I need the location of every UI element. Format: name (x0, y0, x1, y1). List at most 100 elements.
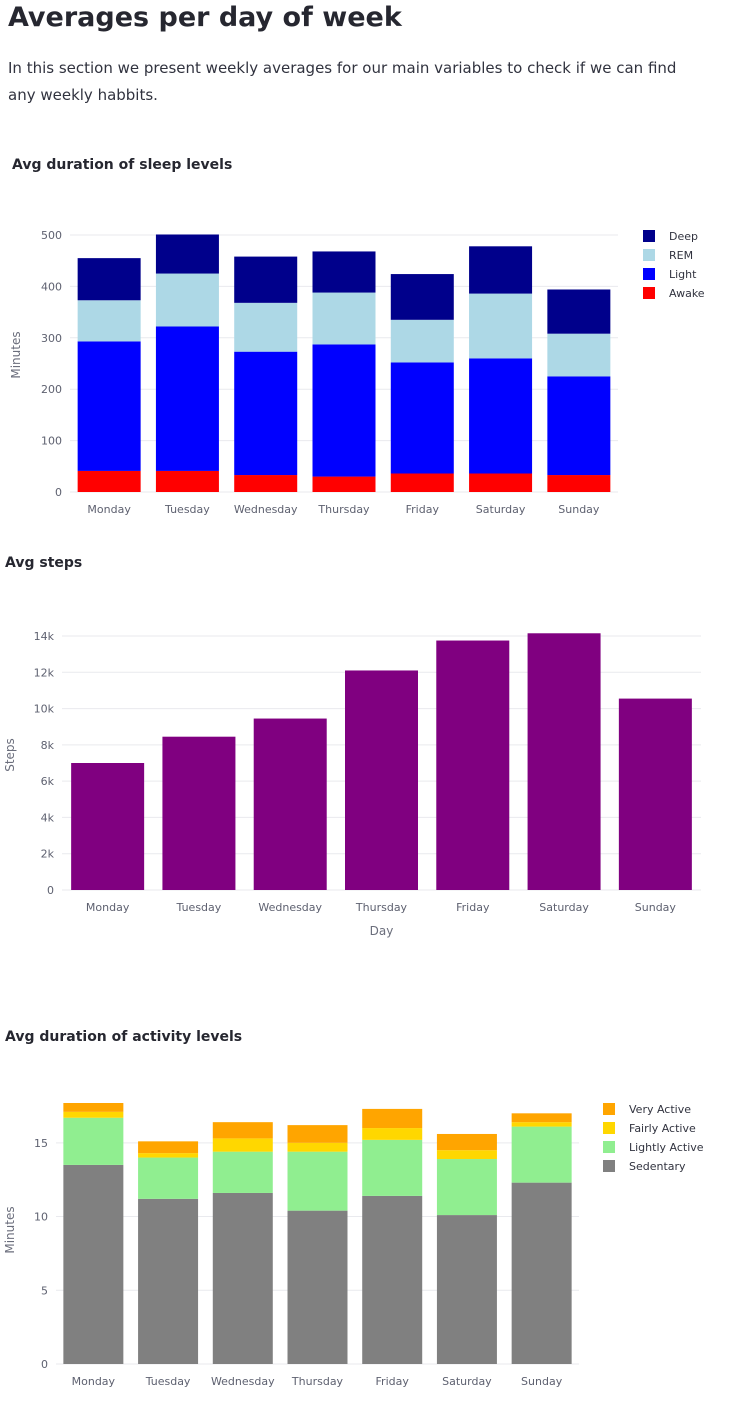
activity-bar-fairly-active-monday (63, 1111, 124, 1118)
activity-legend-label-fairly-active: Fairly Active (629, 1122, 696, 1135)
steps-y-tick-label: 10k (34, 703, 55, 716)
activity-x-tick-label: Thursday (291, 1375, 344, 1388)
activity-bar-very-active-sunday (511, 1113, 572, 1123)
steps-bar-saturday (527, 633, 601, 890)
activity-legend-swatch-fairly-active (603, 1122, 615, 1134)
steps-x-tick-label: Tuesday (176, 901, 222, 914)
sleep-bar-deep-monday (77, 258, 141, 301)
activity-bar-sedentary-monday (63, 1164, 124, 1364)
sleep-bar-deep-wednesday (234, 256, 298, 303)
sleep-legend-label-light: Light (669, 268, 697, 281)
sleep-chart-title: Avg duration of sleep levels (12, 157, 233, 173)
sleep-bar-rem-monday (77, 300, 141, 342)
activity-y-tick-label: 0 (41, 1358, 48, 1371)
sleep-bar-light-friday (390, 362, 454, 474)
sleep-bar-deep-thursday (312, 251, 376, 293)
sleep-x-tick-label: Sunday (558, 503, 600, 516)
sleep-bar-light-monday (77, 341, 141, 471)
sleep-bar-awake-sunday (547, 475, 611, 492)
sleep-bar-light-wednesday (234, 351, 298, 476)
steps-y-tick-label: 0 (47, 884, 54, 897)
activity-bar-sedentary-saturday (436, 1215, 497, 1364)
activity-y-tick-label: 5 (41, 1284, 48, 1297)
activity-bar-lightly-active-sunday (511, 1126, 572, 1183)
sleep-bar-rem-saturday (469, 293, 533, 359)
steps-y-tick-label: 4k (41, 811, 55, 824)
activity-bar-very-active-friday (362, 1108, 423, 1129)
steps-y-tick-label: 6k (41, 775, 55, 788)
steps-y-tick-label: 8k (41, 739, 55, 752)
steps-chart: 0 2k 4k 6k 8k 10k 12k 14k Monday Tuesday Wednesday… (3, 630, 701, 938)
sleep-y-tick-label: 400 (41, 280, 62, 293)
activity-bar-very-active-wednesday (212, 1122, 273, 1139)
activity-legend-swatch-very-active (603, 1103, 615, 1115)
steps-x-tick-label: Sunday (635, 901, 677, 914)
activity-legend-swatch-sedentary (603, 1160, 615, 1172)
page-title: Averages per day of week (8, 2, 402, 33)
sleep-bar-light-thursday (312, 344, 376, 477)
activity-y-axis-title: Minutes (3, 1206, 17, 1253)
activity-bar-lightly-active-saturday (436, 1159, 497, 1216)
sleep-bar-awake-tuesday (155, 470, 219, 492)
activity-y-tick-label: 10 (34, 1211, 48, 1224)
sleep-bar-light-tuesday (155, 326, 219, 471)
steps-x-tick-label: Saturday (539, 901, 589, 914)
steps-x-tick-label: Friday (456, 901, 490, 914)
activity-bar-lightly-active-friday (362, 1139, 423, 1196)
activity-bar-fairly-active-thursday (287, 1142, 348, 1152)
sleep-bar-rem-friday (390, 319, 454, 363)
activity-bar-sedentary-wednesday (212, 1192, 273, 1364)
sleep-x-tick-label: Saturday (476, 503, 526, 516)
steps-x-tick-label: Thursday (355, 901, 408, 914)
sleep-legend-label-rem: REM (669, 249, 693, 262)
steps-y-tick-label: 12k (34, 666, 55, 679)
sleep-y-tick-label: 500 (41, 229, 62, 242)
activity-bar-sedentary-thursday (287, 1210, 348, 1364)
sleep-bar-deep-saturday (469, 246, 533, 294)
steps-x-tick-label: Wednesday (258, 901, 322, 914)
activity-bar-very-active-tuesday (138, 1141, 199, 1154)
activity-y-tick-label: 15 (34, 1137, 48, 1150)
steps-y-axis-title: Steps (3, 738, 17, 772)
sleep-levels-chart: 0 100 200 300 400 500 Monday Tuesday Wednesday Th… (9, 229, 705, 516)
activity-x-tick-label: Wednesday (211, 1375, 275, 1388)
activity-legend-label-very-active: Very Active (629, 1103, 691, 1116)
sleep-y-tick-label: 300 (41, 332, 62, 345)
activity-legend-swatch-lightly-active (603, 1141, 615, 1153)
sleep-legend-swatch-rem (643, 249, 655, 261)
activity-bar-lightly-active-tuesday (138, 1157, 199, 1199)
sleep-x-tick-label: Tuesday (164, 503, 210, 516)
activity-bar-sedentary-sunday (511, 1182, 572, 1364)
steps-y-tick-label: 14k (34, 630, 55, 643)
activity-bar-lightly-active-wednesday (212, 1151, 273, 1193)
activity-bar-fairly-active-saturday (436, 1150, 497, 1160)
sleep-x-tick-label: Friday (406, 503, 440, 516)
steps-bar-wednesday (253, 718, 327, 890)
activity-x-tick-label: Saturday (442, 1375, 492, 1388)
sleep-bar-rem-wednesday (234, 302, 298, 352)
sleep-bar-light-sunday (547, 376, 611, 476)
intro-text: In this section we present weekly averag… (8, 59, 677, 104)
steps-bar-tuesday (162, 736, 236, 890)
sleep-legend-label-deep: Deep (669, 230, 698, 243)
sleep-bar-awake-monday (77, 470, 141, 492)
sleep-bar-rem-thursday (312, 292, 376, 345)
steps-x-tick-label: Monday (86, 901, 130, 914)
activity-x-tick-label: Monday (72, 1375, 116, 1388)
activity-bar-lightly-active-monday (63, 1117, 124, 1165)
activity-legend-label-lightly-active: Lightly Active (629, 1141, 704, 1154)
activity-bar-very-active-thursday (287, 1125, 348, 1143)
sleep-bar-deep-sunday (547, 289, 611, 334)
sleep-bar-rem-sunday (547, 333, 611, 377)
sleep-x-tick-label: Wednesday (234, 503, 298, 516)
sleep-legend-label-awake: Awake (669, 287, 705, 300)
sleep-y-axis-title: Minutes (9, 331, 23, 378)
sleep-bar-awake-friday (390, 473, 454, 492)
activity-chart-title: Avg duration of activity levels (5, 1029, 243, 1045)
activity-legend-label-sedentary: Sedentary (629, 1160, 686, 1173)
steps-y-tick-label: 2k (41, 848, 55, 861)
activity-bar-sedentary-tuesday (138, 1198, 199, 1364)
activity-levels-chart: 0 5 10 15 Monday Tuesday Wednesday Thursday Frid… (3, 1103, 704, 1388)
activity-bar-very-active-saturday (436, 1133, 497, 1151)
sleep-bar-awake-wednesday (234, 475, 298, 492)
